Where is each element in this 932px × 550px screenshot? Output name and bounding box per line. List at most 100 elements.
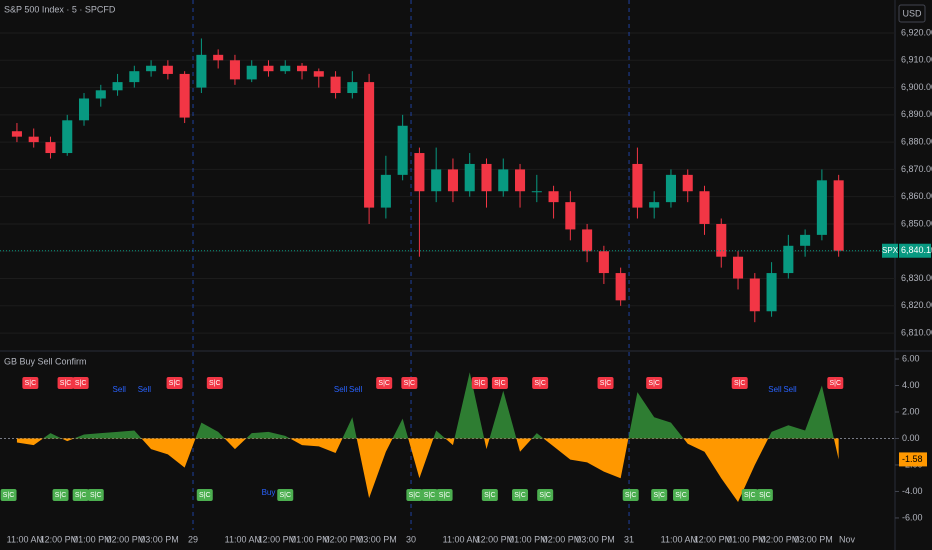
signal-marker: S|C bbox=[471, 377, 488, 389]
candle-body bbox=[280, 65, 291, 72]
signal-box bbox=[731, 377, 748, 389]
candle-body bbox=[665, 174, 676, 203]
y-tick-label: 6,810.00 bbox=[901, 327, 932, 337]
signal-marker: S|C bbox=[72, 377, 89, 389]
indicator-title: GB Buy Sell Confirm bbox=[4, 356, 87, 366]
signal-text: S|C bbox=[653, 492, 665, 499]
signal-text: S|C bbox=[514, 492, 526, 499]
candle-body bbox=[548, 191, 559, 203]
signal-marker: S|C bbox=[421, 489, 438, 501]
signal-text: S|C bbox=[424, 492, 436, 499]
x-tick-label: 01:00 PM bbox=[291, 534, 330, 544]
signal-box bbox=[57, 377, 74, 389]
signal-text: S|C bbox=[409, 492, 421, 499]
x-tick-label: 12:00 PM bbox=[40, 534, 79, 544]
signal-box bbox=[673, 489, 690, 501]
currency[interactable]: USD bbox=[902, 8, 922, 18]
signal-box bbox=[532, 377, 549, 389]
signal-box bbox=[651, 489, 668, 501]
x-tick-label: 01:00 PM bbox=[73, 534, 112, 544]
candle-body bbox=[263, 65, 274, 72]
x-tick-label: 03:00 PM bbox=[794, 534, 833, 544]
signal-box bbox=[277, 489, 294, 501]
signal-text: S|C bbox=[830, 380, 842, 387]
signal-text: S|C bbox=[279, 492, 291, 499]
signal-marker: S|C bbox=[512, 489, 529, 501]
signal-marker: S|C bbox=[0, 489, 17, 501]
signal-box bbox=[741, 489, 758, 501]
signal-box bbox=[421, 489, 438, 501]
signal-text: S|C bbox=[75, 492, 87, 499]
x-tick-label: 02:00 PM bbox=[543, 534, 582, 544]
candle-body bbox=[514, 169, 526, 192]
signal-marker: S|C bbox=[537, 489, 554, 501]
candle-body bbox=[716, 223, 727, 257]
y-tick-label: 0.00 bbox=[902, 433, 920, 443]
candle-body bbox=[632, 163, 643, 208]
candle-body bbox=[699, 191, 710, 224]
signal-box bbox=[646, 377, 663, 389]
signal-text: S|C bbox=[199, 492, 211, 499]
signal-marker: S|C bbox=[651, 489, 668, 501]
x-tick-label: 11:00 AM bbox=[7, 534, 44, 544]
candle-body bbox=[783, 245, 794, 274]
signal-text: S|C bbox=[25, 380, 37, 387]
sell-label: Sell bbox=[113, 385, 127, 394]
y-tick-label: 2.00 bbox=[902, 406, 920, 416]
y-tick-label: 6,880.00 bbox=[901, 137, 932, 147]
x-tick-label: Nov bbox=[839, 534, 856, 544]
signal-marker: S|C bbox=[673, 489, 690, 501]
last-value-label: -1.58 bbox=[902, 454, 923, 464]
candle-body bbox=[498, 169, 509, 192]
signal-text: S|C bbox=[60, 380, 72, 387]
last-value-tag bbox=[899, 452, 927, 467]
candle-body bbox=[649, 202, 660, 208]
candle-body bbox=[246, 65, 257, 80]
signal-text: S|C bbox=[484, 492, 496, 499]
candle-body bbox=[733, 256, 744, 279]
x-tick-label: 03:00 PM bbox=[140, 534, 179, 544]
candle-body bbox=[28, 136, 39, 143]
sell-label: Sell bbox=[349, 385, 363, 394]
x-tick-label: 29 bbox=[188, 534, 198, 544]
currency-button[interactable] bbox=[898, 4, 926, 23]
signal-marker: S|C bbox=[481, 489, 498, 501]
x-tick-label: 30 bbox=[406, 534, 416, 544]
signal-box bbox=[87, 489, 104, 501]
x-tick-label: 11:00 AM bbox=[225, 534, 262, 544]
y-tick-label: 6,910.00 bbox=[901, 55, 932, 65]
candle-body bbox=[431, 169, 442, 192]
candle-body bbox=[800, 234, 811, 246]
signal-box bbox=[481, 489, 498, 501]
candle-body bbox=[162, 65, 173, 74]
signal-marker: S|C bbox=[731, 377, 748, 389]
sell-label: Sell bbox=[138, 385, 152, 394]
x-tick-label: 03:00 PM bbox=[576, 534, 615, 544]
candle-body bbox=[45, 142, 56, 154]
y-tick-label: 6,820.00 bbox=[901, 300, 932, 310]
signal-box bbox=[512, 489, 529, 501]
signal-text: S|C bbox=[625, 492, 637, 499]
candle-body bbox=[598, 251, 609, 274]
signal-text: S|C bbox=[75, 380, 87, 387]
signal-marker: S|C bbox=[646, 377, 663, 389]
candle-body bbox=[179, 73, 190, 118]
signal-box bbox=[827, 377, 844, 389]
candle-body bbox=[313, 71, 324, 77]
x-tick-label: 12:00 PM bbox=[476, 534, 515, 544]
last-price-label: 6,840.19 bbox=[901, 245, 932, 255]
signal-box bbox=[436, 489, 453, 501]
signal-box bbox=[471, 377, 488, 389]
candle-body bbox=[78, 98, 90, 121]
signal-text: S|C bbox=[600, 380, 612, 387]
last-price-tag bbox=[899, 243, 931, 258]
buy-label: Buy bbox=[262, 488, 276, 497]
signal-box bbox=[537, 489, 554, 501]
y-tick-label: 6,870.00 bbox=[901, 164, 932, 174]
signal-box bbox=[622, 489, 639, 501]
candle-body bbox=[447, 169, 458, 192]
candle-body bbox=[112, 82, 123, 91]
signal-marker: S|C bbox=[196, 489, 213, 501]
signal-marker: S|C bbox=[401, 377, 418, 389]
